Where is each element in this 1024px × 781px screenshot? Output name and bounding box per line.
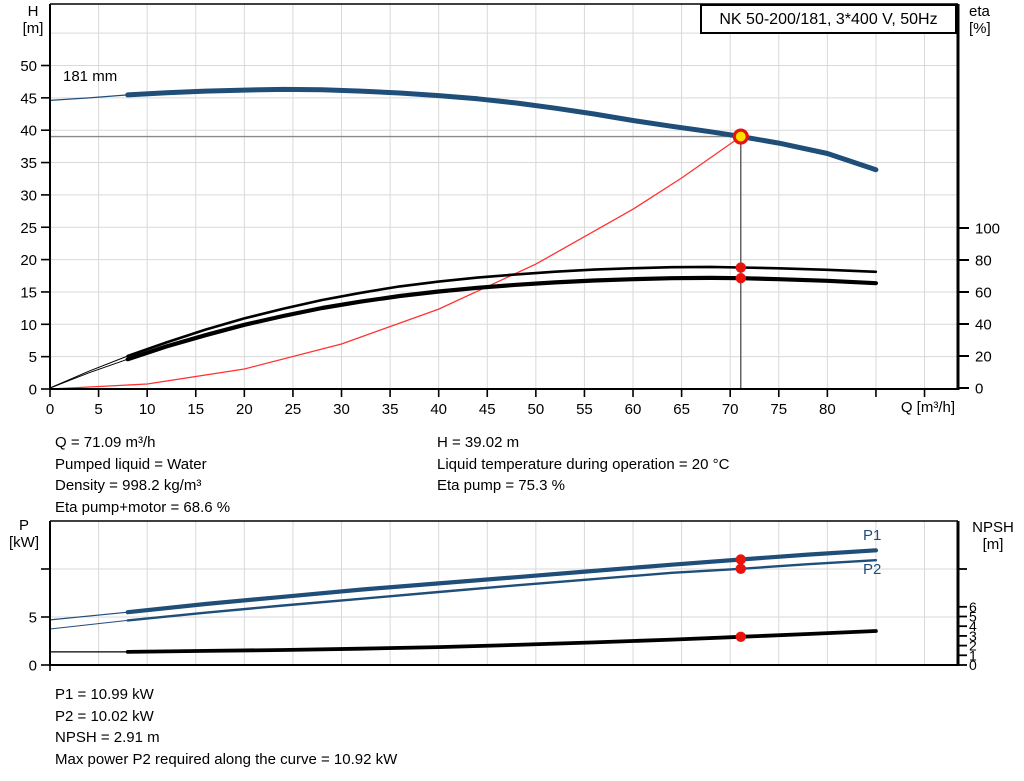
svg-text:25: 25 [20,220,37,237]
svg-text:2: 2 [969,638,977,654]
svg-text:50: 50 [20,58,37,75]
svg-text:60: 60 [975,285,992,302]
svg-text:20: 20 [975,349,992,366]
p2-series-label: P2 [863,561,882,578]
svg-text:80: 80 [819,401,836,418]
p1-curve [49,548,878,621]
info-block-bottom: P1 = 10.99 kW P2 = 10.02 kW NPSH = 2.91 m M… [55,684,397,770]
svg-text:80: 80 [975,253,992,270]
svg-text:0: 0 [975,381,983,398]
svg-text:15: 15 [187,401,204,418]
svg-text:4: 4 [969,618,977,634]
svg-text:20: 20 [236,401,253,418]
eta-axis-title-line2: [%] [969,20,991,37]
svg-text:1: 1 [969,647,977,663]
info-line: Density = 998.2 kg/m³ [55,477,202,494]
system-curve [49,135,742,390]
eta-axis-title-line1: eta [969,3,990,20]
eta-axis-title: eta [%] [969,3,991,37]
info-line: Eta pump = 75.3 % [437,477,565,494]
svg-text:0: 0 [46,401,54,418]
info-line: Q = 71.09 m³/h [55,434,156,451]
p-axis-title-line2: [kW] [9,534,39,551]
svg-text:0: 0 [969,657,977,673]
eta-pump-curve [49,265,878,389]
info-line: NPSH = 2.91 m [55,729,160,746]
svg-text:5: 5 [94,401,102,418]
npsh-axis-title-line1: NPSH [972,519,1014,536]
svg-text:40: 40 [975,317,992,334]
impeller-diameter-label: 181 mm [63,68,118,85]
svg-text:15: 15 [20,284,37,301]
p-axis-title-line1: P [18,517,29,534]
svg-text:0: 0 [29,382,37,399]
svg-text:20: 20 [20,252,37,269]
duty-point-marker [732,128,749,145]
svg-text:65: 65 [673,401,690,418]
svg-text:40: 40 [20,123,37,140]
info-line: Pumped liquid = Water [55,455,207,473]
h-axis-title: H [m] [14,3,52,37]
svg-text:70: 70 [722,401,739,418]
svg-text:35: 35 [20,155,37,172]
top-chart-grid [50,4,958,389]
svg-text:100: 100 [975,221,1000,238]
pump-title-box: NK 50-200/181, 3*400 V, 50Hz [700,4,957,34]
info-line: Liquid temperature during operation = 20… [437,455,730,473]
npsh-axis-title-line2: [m] [982,536,1004,553]
svg-text:25: 25 [285,401,302,418]
npsh-curve [50,629,878,654]
svg-text:45: 45 [479,401,496,418]
pump-title-text: NK 50-200/181, 3*400 V, 50Hz [719,10,938,28]
info-line: Eta pump+motor = 68.6 % [55,498,231,516]
eta-duty-markers [735,262,746,284]
svg-text:40: 40 [430,401,447,418]
svg-text:60: 60 [625,401,642,418]
info-line: P2 = 10.02 kW [55,707,154,725]
svg-text:3: 3 [969,628,977,644]
npsh-axis-title: NPSH [m] [964,519,1022,553]
h-axis-title-line2: [m] [22,20,44,37]
svg-text:75: 75 [770,401,787,418]
svg-text:55: 55 [576,401,593,418]
info-block-top-left: Q = 71.09 m³/h Pumped liquid = Water Densi… [55,432,230,518]
svg-text:5: 5 [29,610,37,627]
svg-text:10: 10 [139,401,156,418]
svg-text:10: 10 [20,317,37,334]
head-curve-181mm [49,86,879,173]
top-chart-axes: 0 5 10 15 20 25 30 35 40 45 50 0 5 10 15 20 25 30 35 40 45 50… [20,3,1000,418]
eta-pump-motor-curve [49,275,878,389]
p-axis-title: P [kW] [2,517,46,551]
p2-curve [49,559,878,630]
svg-text:30: 30 [20,187,37,204]
svg-text:30: 30 [333,401,350,418]
info-line: H = 39.02 m [437,434,520,451]
svg-text:6: 6 [969,599,977,615]
svg-text:5: 5 [29,349,37,366]
svg-text:50: 50 [528,401,545,418]
svg-text:0: 0 [29,658,37,675]
power-npsh-duty-markers [735,554,746,642]
info-line: P1 = 10.99 kW [55,686,154,703]
info-block-top-right: H = 39.02 m Liquid temperature during ope… [437,432,729,497]
svg-text:5: 5 [969,609,977,625]
h-axis-title-line1: H [27,3,39,20]
svg-text:35: 35 [382,401,399,418]
info-line: Max power P2 required along the curve = … [55,750,398,768]
svg-text:45: 45 [20,90,37,107]
q-axis-title: Q [m³/h] [900,399,955,416]
p1-series-label: P1 [863,527,882,544]
